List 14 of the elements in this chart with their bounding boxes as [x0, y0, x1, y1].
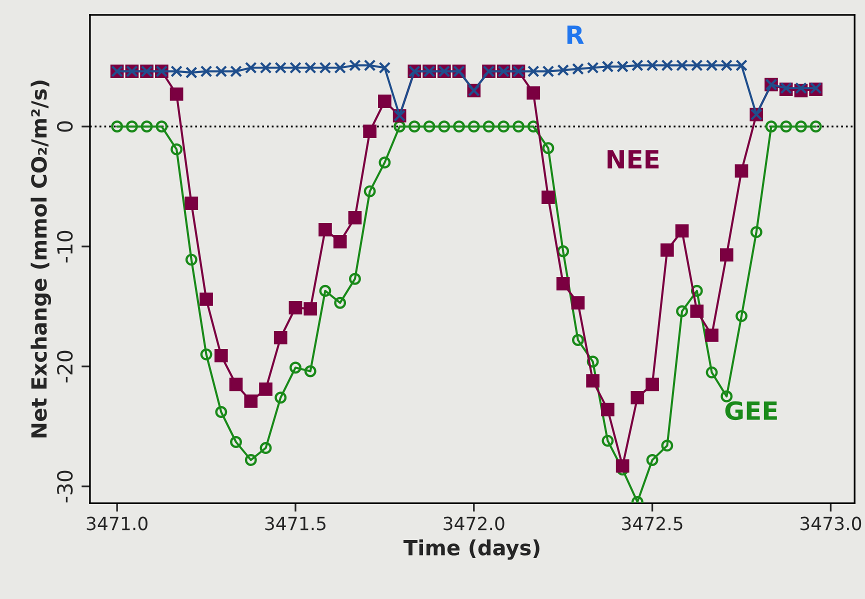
y-tick-label: -30 [56, 470, 73, 502]
x-tick-label: 3471.0 [86, 516, 148, 530]
x-tick-label: 3471.5 [265, 516, 326, 530]
x-tick-label: 3472.0 [444, 516, 504, 530]
y-axis-title: Net Exchange (mmol CO₂/m²/s) [30, 80, 52, 438]
y-tick-label: -20 [56, 350, 73, 382]
y-tick-label: 0 [56, 121, 73, 132]
series-label: R [567, 26, 584, 44]
x-tick-label: 3473.0 [800, 516, 862, 530]
x-tick-label: 3472.5 [622, 516, 682, 530]
y-tick-label: -10 [56, 230, 73, 262]
series-label: GEE [725, 401, 777, 420]
text: NEE [608, 150, 659, 168]
x-axis-title: Time (days) [403, 539, 540, 560]
